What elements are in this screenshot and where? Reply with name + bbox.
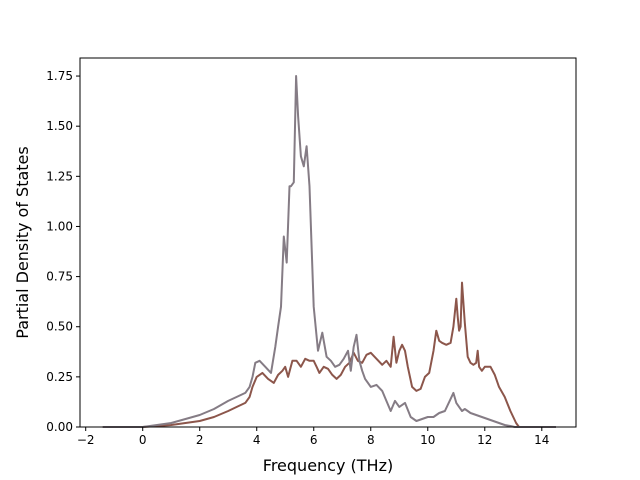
series-layer — [102, 75, 556, 428]
x-tick-label: 12 — [477, 433, 492, 447]
y-tick-label: 1.50 — [46, 119, 73, 133]
y-tick-label: 1.75 — [46, 69, 73, 83]
series-line-1 — [102, 281, 556, 428]
x-tick-label: 2 — [196, 433, 204, 447]
x-tick-label: 4 — [253, 433, 261, 447]
y-tick-label: 0.00 — [46, 420, 73, 434]
series-line-2 — [102, 75, 556, 428]
x-tick-label: 8 — [367, 433, 375, 447]
y-tick-label: 0.75 — [46, 270, 73, 284]
y-tick-label: 0.50 — [46, 320, 73, 334]
x-axis-ticks: −2 0 2 4 6 8 10 12 14 — [77, 427, 549, 447]
y-tick-label: 1.25 — [46, 169, 73, 183]
x-axis-label: Frequency (THz) — [263, 456, 393, 475]
x-tick-label: 10 — [420, 433, 435, 447]
x-tick-label: 0 — [139, 433, 147, 447]
y-tick-label: 1.00 — [46, 219, 73, 233]
y-axis-ticks: 0.00 0.25 0.50 0.75 1.00 1.25 1.50 1.75 — [46, 69, 80, 434]
x-tick-label: 6 — [310, 433, 318, 447]
x-tick-label: 14 — [534, 433, 549, 447]
x-tick-label: −2 — [77, 433, 95, 447]
y-axis-label: Partial Density of States — [13, 146, 32, 338]
y-tick-label: 0.25 — [46, 370, 73, 384]
plot-area-frame — [79, 57, 577, 428]
